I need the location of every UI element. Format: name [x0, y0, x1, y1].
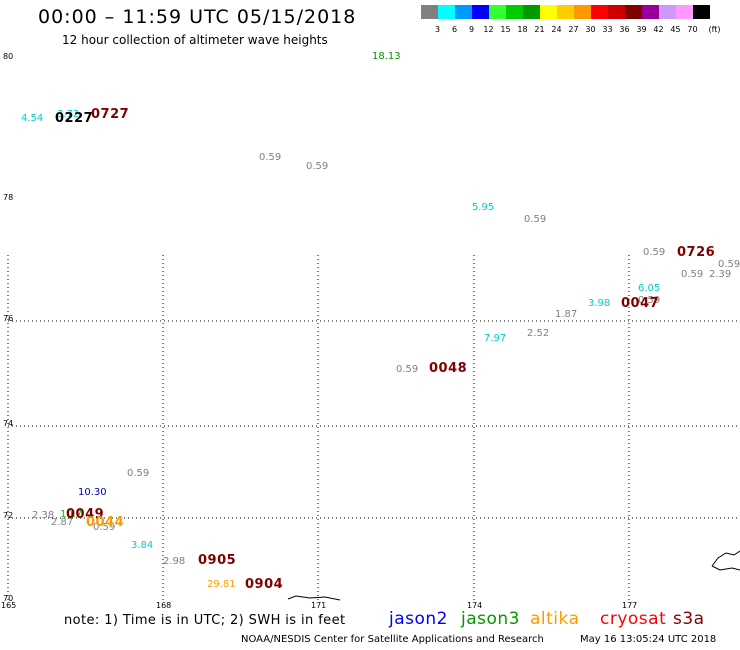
swh-value: 2.98 [163, 556, 186, 567]
swh-value: 0.59 [259, 152, 282, 163]
lon-label: 174 [467, 601, 483, 610]
pass-time: 0726 [677, 245, 716, 260]
pass-time: 0227 [55, 111, 94, 126]
pass-time: 0044 [86, 515, 125, 530]
swh-value: 2.87 [51, 517, 74, 528]
swh-value: 10.30 [78, 487, 107, 498]
legend-swatch [523, 5, 540, 19]
swh-value: 0.59 [306, 161, 329, 172]
legend-swatch [676, 5, 693, 19]
pass-time: 0727 [91, 107, 130, 122]
legend-label: 30 [585, 25, 596, 34]
lon-label: 177 [622, 601, 638, 610]
lat-label: 78 [3, 193, 14, 202]
lon-label: 165 [1, 601, 17, 610]
legend-label: 70 [687, 25, 698, 34]
legend-swatch [642, 5, 659, 19]
pass-time: 0049 [66, 507, 105, 522]
legend-label: 3 [434, 25, 441, 34]
swh-value: 5.95 [472, 202, 495, 213]
legend-swatch [608, 5, 625, 19]
legend-label: 36 [619, 25, 630, 34]
credit-line: NOAA/NESDIS Center for Satellite Applica… [241, 634, 544, 645]
legend-swatch [489, 5, 506, 19]
swh-value: 2.52 [527, 328, 550, 339]
legend-label: 45 [670, 25, 681, 34]
lat-label: 72 [3, 511, 14, 520]
swh-value: 10.7 [60, 509, 83, 520]
coastline [711, 565, 740, 571]
lat-label: 70 [3, 594, 14, 603]
lon-label: 171 [311, 601, 327, 610]
swh-value: 3.98 [588, 298, 611, 309]
legend-swatch [472, 5, 489, 19]
satellite-legend-cryosat: cryosat [600, 609, 667, 629]
lat-label: 76 [3, 314, 14, 323]
legend-label: 42 [653, 25, 664, 34]
legend-label: 39 [636, 25, 647, 34]
swh-value: 0.59 [638, 295, 661, 306]
legend-label: 6 [451, 25, 458, 34]
legend-label: 15 [500, 25, 511, 34]
footnote: note: 1) Time is in UTC; 2) SWH is in fe… [64, 613, 346, 628]
swh-value: 0.59 [681, 269, 704, 280]
legend-swatch [693, 5, 710, 19]
swh-value: 0.59 [396, 364, 419, 375]
satellite-legend-s3a: s3a [673, 609, 705, 629]
legend-label: 9 [468, 25, 475, 34]
legend-swatch [421, 5, 438, 19]
legend-swatch [506, 5, 523, 19]
generated-timestamp: May 16 13:05:24 UTC 2018 [580, 634, 717, 645]
swh-value: 0.59 [524, 214, 547, 225]
legend-swatch [455, 5, 472, 19]
swh-value: 0.59 [93, 522, 116, 533]
legend-swatch [557, 5, 574, 19]
swh-value: 3.84 [131, 540, 154, 551]
swh-value: 0.59 [643, 247, 666, 258]
swh-value: 4.54 [21, 113, 44, 124]
map-title: 00:00 – 11:59 UTC 05/15/2018 [38, 6, 357, 28]
legend-swatch [574, 5, 591, 19]
swh-value: 29.81 [207, 579, 236, 590]
legend-label: 33 [602, 25, 613, 34]
pass-time: 0047 [621, 296, 660, 311]
swh-value: 7.97 [484, 333, 507, 344]
lat-label: 74 [3, 419, 14, 428]
pass-time: 0905 [198, 553, 237, 568]
pass-time: 0904 [245, 577, 284, 592]
map-subtitle: 12 hour collection of altimeter wave hei… [62, 33, 328, 47]
lon-label: 168 [156, 601, 172, 610]
legend-swatch [540, 5, 557, 19]
coastline [287, 595, 341, 601]
swh-value: 3.72 [57, 109, 80, 120]
satellite-legend-jason3: jason3 [461, 609, 520, 629]
legend-swatch [659, 5, 676, 19]
legend-label: 18 [517, 25, 528, 34]
legend-swatch [438, 5, 455, 19]
legend-swatch [625, 5, 642, 19]
swh-value: 1.87 [555, 309, 578, 320]
legend-swatch [591, 5, 608, 19]
lat-label: 80 [3, 52, 14, 61]
swh-value: 6.05 [638, 283, 661, 294]
legend-label: 12 [483, 25, 494, 34]
satellite-legend-altika: altika [530, 609, 580, 629]
swh-value: 2.38 [32, 510, 55, 521]
swh-value: 18.13 [372, 51, 401, 62]
pass-time: 0048 [429, 361, 468, 376]
swh-value: 0.59 [127, 468, 150, 479]
legend-label: 27 [568, 25, 579, 34]
legend-label: 24 [551, 25, 562, 34]
satellite-legend-jason2: jason2 [389, 609, 448, 629]
swh-value: 2.39 [709, 269, 732, 280]
legend-unit: (ft) [708, 25, 721, 34]
coastline [711, 550, 740, 567]
legend-label: 21 [534, 25, 545, 34]
swh-value: 0.59 [718, 259, 740, 270]
